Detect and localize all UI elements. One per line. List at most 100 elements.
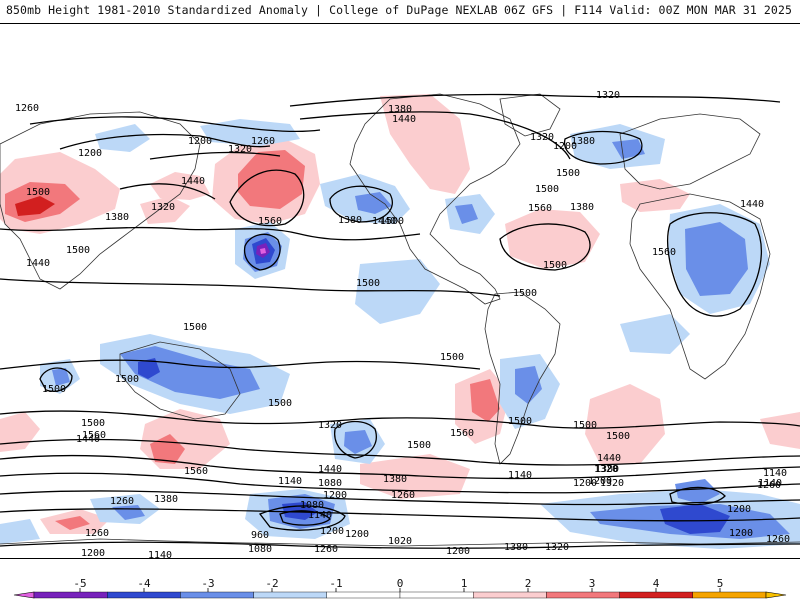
australia-outline <box>119 341 241 420</box>
contour-label: 1140 <box>148 550 172 558</box>
negative-anomaly-region <box>344 430 372 454</box>
contour-label: 960 <box>251 530 269 541</box>
contour-label: 1380 <box>504 542 528 553</box>
contour-label: 1500 <box>606 431 630 442</box>
colorbar-segment <box>692 591 767 599</box>
model-run-info: 06Z GFS | F114 Valid: 00Z MON MAR 31 202… <box>504 3 792 17</box>
contour-label: 1260 <box>110 496 134 507</box>
south-america-outline <box>484 291 561 465</box>
contour-1440b <box>0 410 800 429</box>
negative-anomaly-region <box>660 504 730 534</box>
colorbar-segment <box>399 591 474 599</box>
contour-1140b <box>669 486 726 506</box>
positive-anomaly-region <box>0 412 40 452</box>
contour-label: 1560 <box>528 203 552 214</box>
africa-outline <box>629 193 771 380</box>
contour-label: 1380 <box>595 464 619 475</box>
contour-label: 1020 <box>388 536 412 547</box>
positive-anomaly-region <box>760 412 800 449</box>
contour-label: 1200 <box>188 136 212 147</box>
contour-label: 1320 <box>596 90 620 101</box>
asia-outline <box>0 111 201 290</box>
contour-label: 1260 <box>757 480 781 491</box>
colorbar-segment <box>326 591 401 599</box>
contour-label: 1560 <box>652 247 676 258</box>
negative-anomaly-region <box>612 139 645 159</box>
negative-anomaly-region <box>52 368 70 386</box>
colorbar-segment <box>180 591 254 599</box>
contour-label: 1260 <box>85 528 109 539</box>
colorbar-segments <box>13 591 787 599</box>
negative-anomaly-region <box>355 192 392 214</box>
contour-label: 1380 <box>338 215 362 226</box>
greenland-outline <box>499 93 561 137</box>
contour-label: 1200 <box>727 504 751 515</box>
contour-label: 1380 <box>383 474 407 485</box>
coastlines <box>0 93 800 547</box>
colorbar-segment <box>106 591 181 599</box>
contour-1500 <box>0 226 421 241</box>
colorbar-tick-label: 1 <box>460 577 468 590</box>
contour-1320 <box>289 93 781 107</box>
contour-1500d <box>243 233 281 271</box>
contour-label: 1500 <box>407 440 431 451</box>
contour-1320c <box>0 454 800 480</box>
positive-anomaly-region <box>140 196 190 224</box>
contour-label: 1140 <box>278 476 302 487</box>
contour-label: 1080 <box>300 500 324 511</box>
contour-label: 1500 <box>508 416 532 427</box>
contour-label: 1200 <box>81 548 105 558</box>
contour-1200 <box>59 133 271 150</box>
positive-anomaly-region <box>470 379 500 422</box>
contour-label: 1140 <box>763 468 787 479</box>
antarctica-outline <box>0 538 800 547</box>
contour-label: 1080 <box>318 478 342 489</box>
contour-label: 1500 <box>183 322 207 333</box>
negative-anomaly-region <box>685 222 748 296</box>
colorbar <box>0 560 800 600</box>
colorbar-segment <box>619 591 693 599</box>
contour-label: 1320 <box>228 144 252 155</box>
contour-label: 1440 <box>372 216 396 227</box>
contour-label: 1140 <box>508 470 532 481</box>
negative-anomaly-region <box>675 479 720 504</box>
contour-label: 1500 <box>513 288 537 299</box>
contour-1380b <box>0 438 800 466</box>
contour-label: 1500 <box>115 374 139 385</box>
contour-label: 1320 <box>318 420 342 431</box>
contour-label: 1200 <box>446 546 470 557</box>
contour-label: 1200 <box>320 526 344 537</box>
contour-label: 1260 <box>251 136 275 147</box>
colorbar-tick-label: -2 <box>265 577 279 590</box>
contour-label: 1260 <box>15 103 39 114</box>
europe-outline <box>619 113 761 190</box>
colorbar-tick-label: -4 <box>137 577 151 590</box>
contour-1500b <box>0 278 501 297</box>
contour-label: 1500 <box>556 168 580 179</box>
colorbar-tick-label: 3 <box>588 577 596 590</box>
contour-label: 1500 <box>440 352 464 363</box>
colorbar-segment <box>13 591 35 599</box>
contour-label: 1080 <box>248 544 272 555</box>
contour-label: 1140 <box>758 478 782 489</box>
contour-1020 <box>279 510 331 526</box>
negative-anomaly-region <box>515 366 542 404</box>
contour-label: 1500 <box>66 245 90 256</box>
positive-anomaly-region <box>505 209 600 269</box>
contour-label: 1320 <box>530 132 554 143</box>
positive-anomaly-region <box>238 150 305 209</box>
contour-1140 <box>0 508 800 522</box>
contour-1500c <box>0 359 481 370</box>
contour-label: 1380 <box>571 136 595 147</box>
positive-anomaly-region <box>380 94 470 194</box>
colorbar-tick-label: -5 <box>73 577 87 590</box>
positive-anomaly-region <box>55 516 90 530</box>
colorbar-tick-label: 5 <box>716 577 724 590</box>
contour-label: 1500 <box>543 260 567 271</box>
contour-1380 <box>299 111 571 160</box>
contour-label: 1560 <box>184 466 208 477</box>
colorbar-tick-label: 0 <box>396 577 404 590</box>
contour-label: 1560 <box>450 428 474 439</box>
contour-1500e <box>666 212 762 317</box>
contour-1500f <box>39 367 73 392</box>
